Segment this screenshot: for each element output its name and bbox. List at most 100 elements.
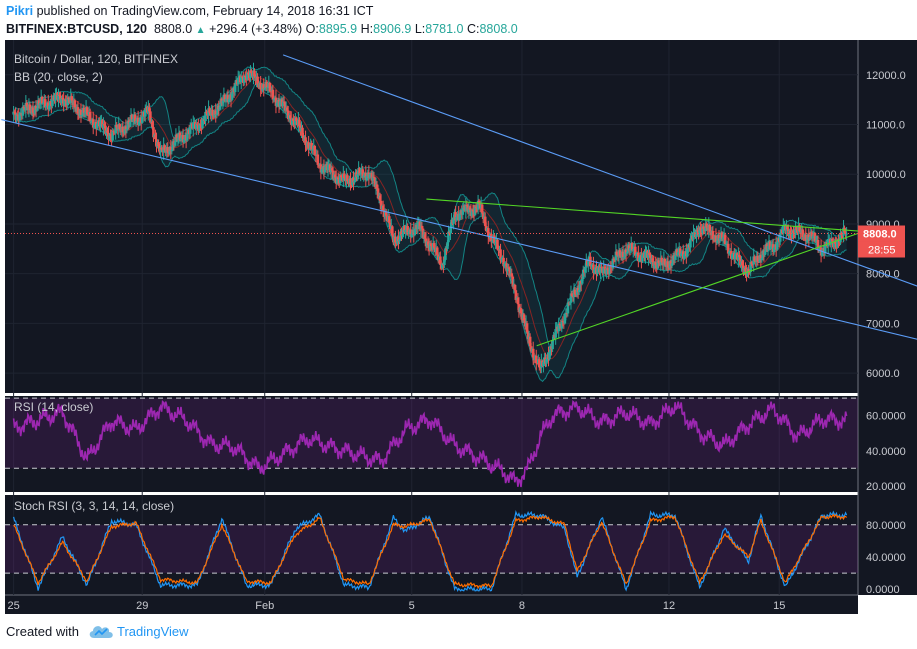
candle bbox=[493, 233, 496, 246]
candle bbox=[726, 237, 730, 259]
candle-body bbox=[323, 166, 327, 173]
candle-body bbox=[603, 267, 606, 269]
countdown-label: 28:55 bbox=[868, 245, 896, 257]
candle-body bbox=[686, 249, 689, 257]
candle-body bbox=[18, 112, 22, 121]
candle-body bbox=[394, 236, 397, 243]
candle-body bbox=[702, 226, 705, 229]
time-axis-bg bbox=[5, 595, 858, 614]
candle-body bbox=[548, 351, 551, 360]
candle bbox=[702, 222, 705, 235]
candle bbox=[663, 257, 667, 267]
price-axis-tick-label: 12000.0 bbox=[866, 70, 906, 82]
candle-body bbox=[596, 268, 599, 275]
candle-body bbox=[801, 229, 805, 237]
candle-body bbox=[346, 175, 349, 182]
author-link[interactable]: Pikri bbox=[6, 4, 34, 18]
candle-body bbox=[171, 141, 175, 150]
candle-body bbox=[51, 99, 54, 107]
candle-body bbox=[455, 216, 458, 221]
candle bbox=[503, 261, 506, 268]
candle-body bbox=[176, 137, 180, 140]
candle-body bbox=[268, 82, 272, 92]
candle bbox=[496, 238, 499, 251]
candle-body bbox=[262, 84, 266, 90]
time-axis-tick-label: 5 bbox=[409, 600, 415, 612]
candle bbox=[480, 202, 484, 215]
candle bbox=[76, 101, 80, 120]
candle-body bbox=[592, 264, 595, 274]
candle-body bbox=[692, 231, 695, 240]
candle bbox=[490, 228, 493, 249]
candle-body bbox=[154, 134, 157, 140]
candle-body bbox=[499, 249, 502, 260]
candle-body bbox=[376, 188, 380, 199]
candle bbox=[111, 128, 114, 143]
candle bbox=[810, 229, 814, 242]
ohlc-line: BITFINEX:BTCUSD, 120 8808.0 ▲ +296.4 (+3… bbox=[6, 22, 518, 36]
candle bbox=[526, 329, 530, 344]
candle bbox=[102, 117, 105, 136]
candle bbox=[794, 221, 797, 239]
candle-body bbox=[227, 98, 231, 103]
candle-body bbox=[624, 249, 628, 254]
candle-body bbox=[578, 280, 582, 290]
high-value: 8906.9 bbox=[373, 22, 412, 36]
candle-body bbox=[211, 109, 214, 116]
candle bbox=[152, 120, 155, 142]
rsi-band-fill bbox=[5, 398, 858, 469]
candle bbox=[249, 65, 252, 83]
candle bbox=[171, 138, 175, 152]
candle bbox=[569, 285, 573, 310]
candle-body bbox=[28, 104, 32, 111]
candle-body bbox=[134, 121, 138, 123]
candle-body bbox=[339, 175, 343, 178]
candle-body bbox=[505, 263, 508, 272]
candle bbox=[166, 142, 170, 158]
tradingview-chart[interactable]: 25 29 Feb 5 8 12 1512000.011000.010000.09000.0… bbox=[0, 40, 917, 614]
candle-body bbox=[667, 267, 671, 269]
candle bbox=[792, 225, 795, 240]
candle-body bbox=[133, 114, 137, 123]
candle-body bbox=[840, 232, 843, 235]
candle-body bbox=[333, 174, 337, 178]
candle bbox=[319, 156, 323, 180]
candle-body bbox=[265, 81, 269, 88]
candle bbox=[91, 111, 95, 135]
candle-body bbox=[25, 102, 29, 107]
candle-body bbox=[63, 99, 66, 106]
candle-body bbox=[290, 118, 294, 125]
candle-body bbox=[491, 240, 494, 242]
candle-body bbox=[483, 216, 487, 227]
tradingview-cloud-icon bbox=[89, 626, 113, 638]
candle-body bbox=[259, 82, 262, 90]
candle bbox=[566, 298, 570, 317]
candle bbox=[191, 115, 195, 137]
candle-body bbox=[58, 94, 61, 96]
candle-body bbox=[470, 209, 474, 217]
candle-body bbox=[191, 122, 195, 129]
candle-body bbox=[319, 164, 323, 173]
candle-body bbox=[682, 254, 686, 259]
candle-body bbox=[67, 97, 71, 100]
tradingview-link[interactable]: TradingView bbox=[117, 624, 189, 639]
candle-body bbox=[118, 124, 122, 130]
candle-body bbox=[778, 233, 782, 242]
candle bbox=[283, 101, 287, 113]
candle-body bbox=[136, 117, 140, 126]
candle-body bbox=[278, 101, 282, 107]
candle bbox=[454, 205, 457, 226]
candle-body bbox=[349, 178, 352, 185]
candle-body bbox=[506, 267, 509, 272]
candle-body bbox=[583, 267, 587, 273]
candle-body bbox=[432, 243, 436, 248]
candle-body bbox=[125, 128, 129, 131]
candle-body bbox=[651, 258, 654, 263]
candle-body bbox=[605, 268, 609, 275]
candle bbox=[149, 108, 152, 124]
last-price-badge bbox=[858, 225, 905, 242]
candle-body bbox=[449, 227, 452, 234]
candle-body bbox=[580, 279, 584, 284]
candle-body bbox=[13, 111, 16, 113]
candle-body bbox=[563, 313, 567, 324]
